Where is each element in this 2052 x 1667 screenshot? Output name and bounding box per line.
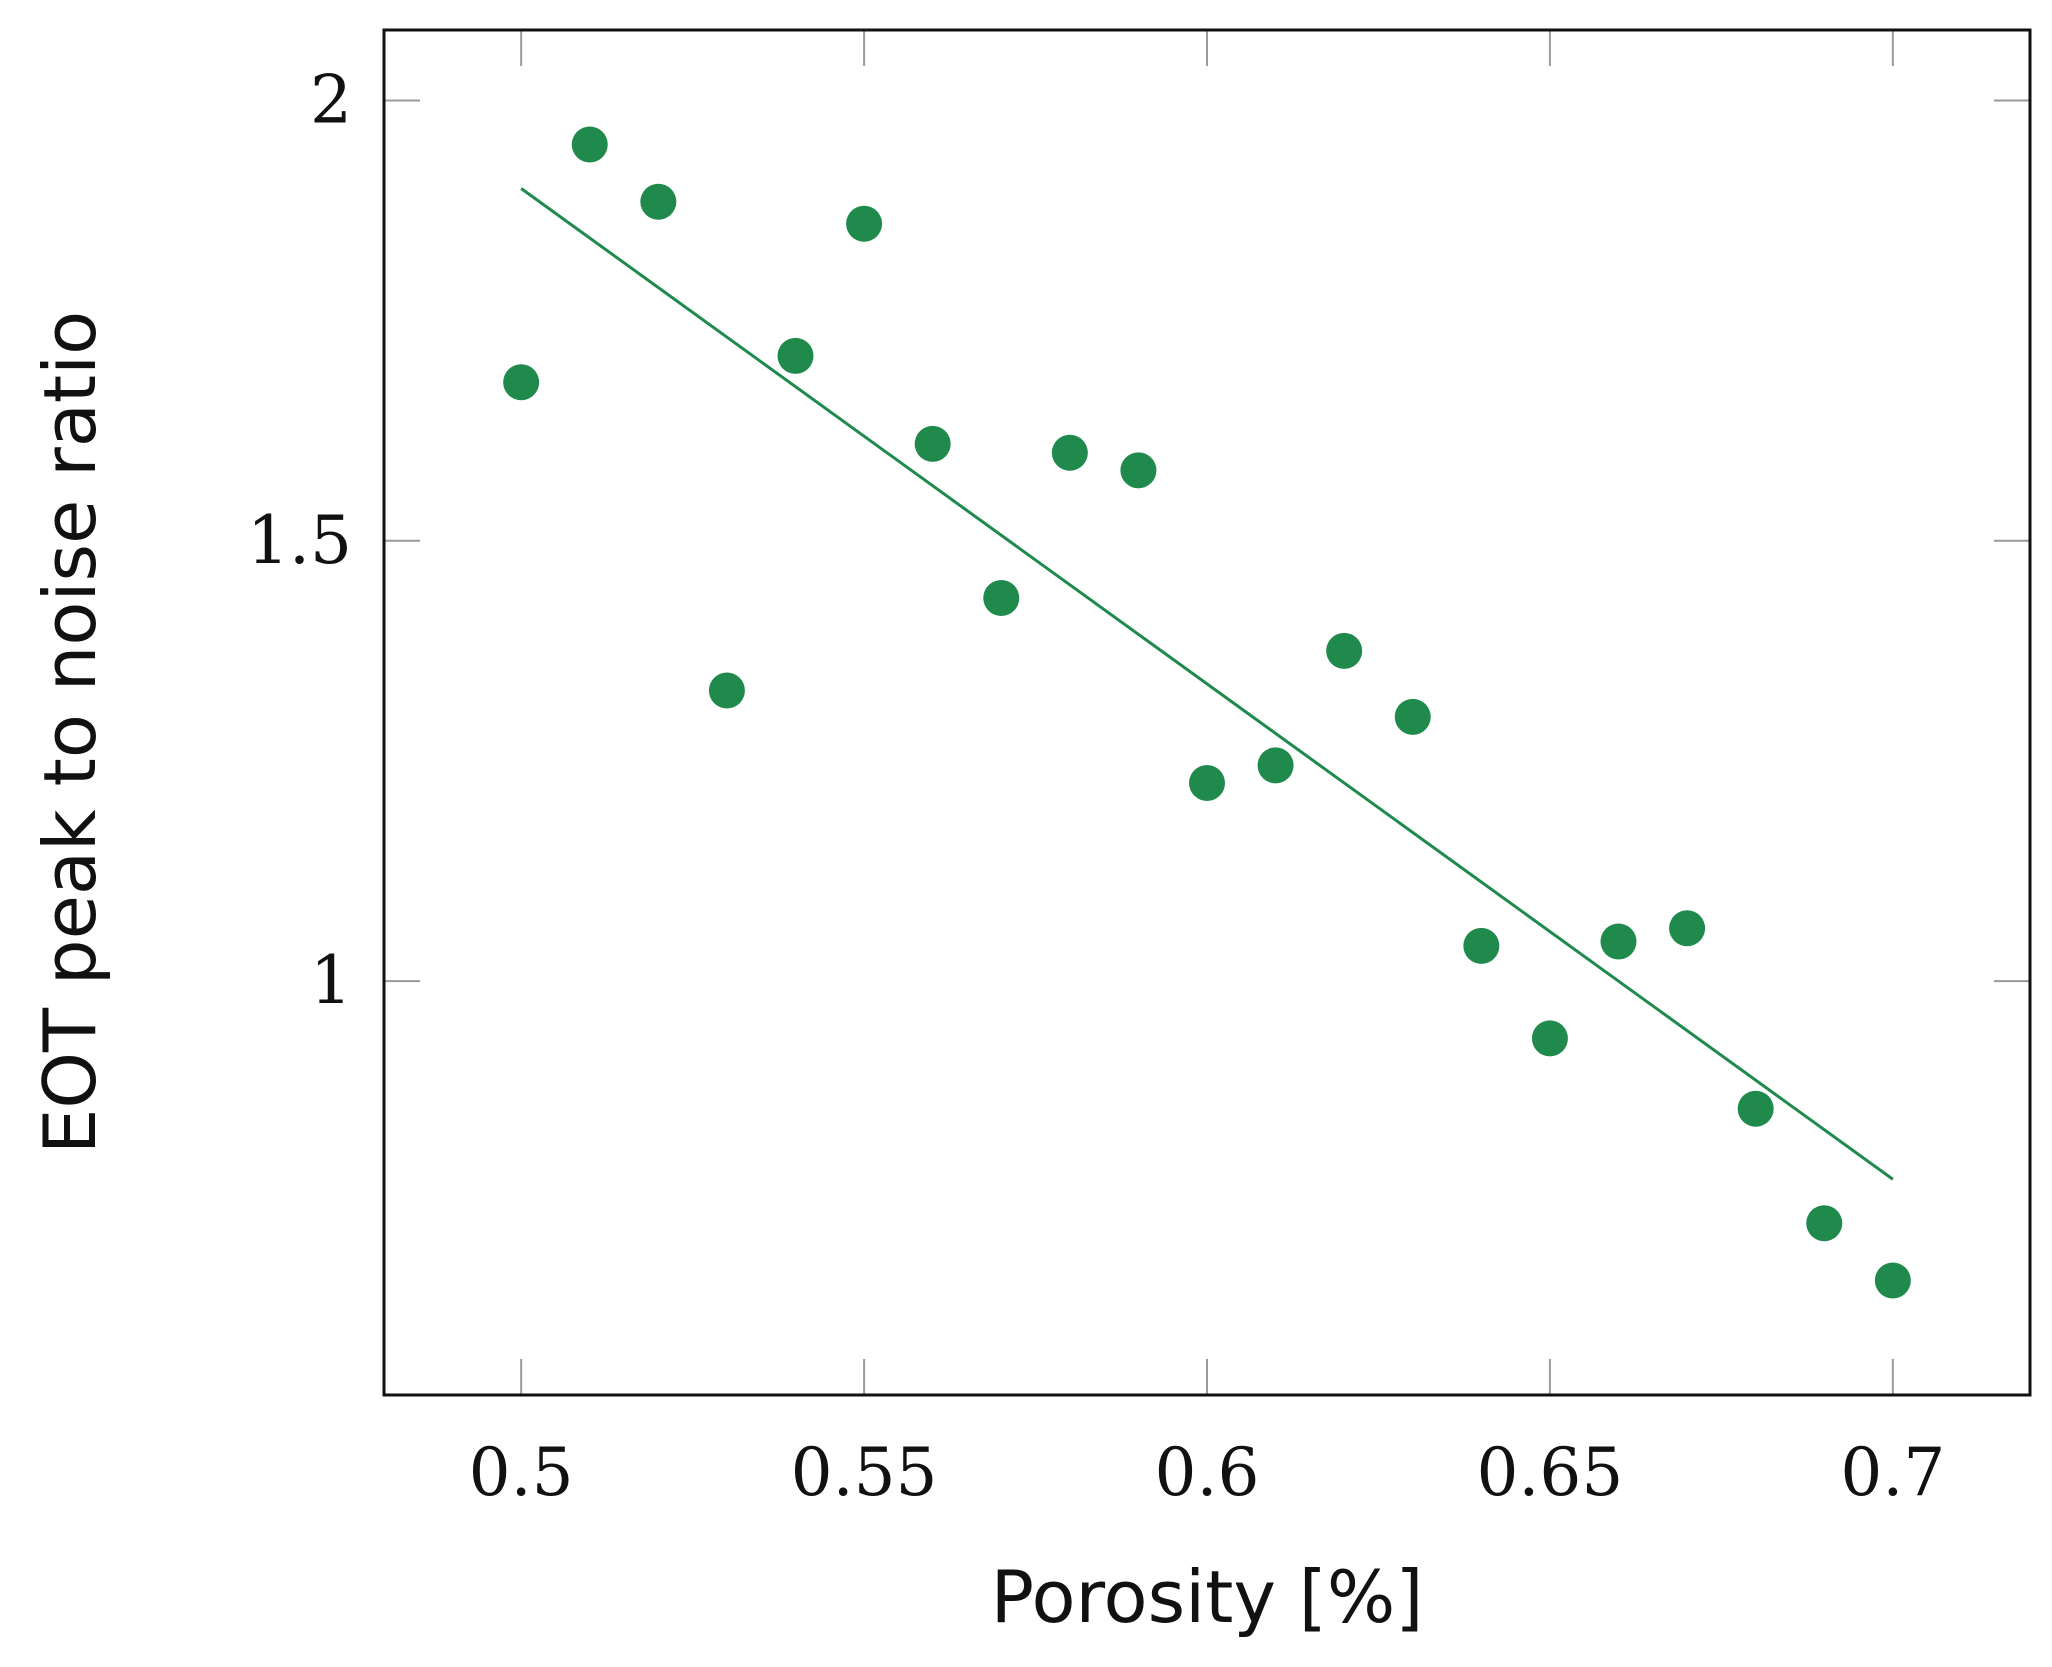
x-tick-label: 0.6 (1155, 1434, 1260, 1511)
data-point (1531, 1020, 1568, 1057)
data-point (1394, 698, 1431, 735)
data-point (777, 337, 814, 374)
plot-frame (382, 28, 2032, 1397)
fit-line-layer (520, 187, 1894, 1181)
x-tick-label: 0.5 (469, 1434, 574, 1511)
data-point (1463, 927, 1500, 964)
data-point (914, 425, 951, 462)
data-point (640, 183, 677, 220)
y-tick-labels: 11.52 (247, 61, 352, 1019)
x-tick-label: 0.7 (1840, 1434, 1945, 1511)
y-axis-title: EOT peak to noise ratio (28, 311, 112, 1154)
data-point (1600, 923, 1637, 960)
x-tick-label: 0.65 (1476, 1434, 1623, 1511)
x-tick-labels: 0.5 0.55 0.6 0.65 0.7 (469, 1434, 1946, 1511)
y-tick-label: 1.5 (247, 502, 352, 579)
data-point (1189, 764, 1225, 801)
data-point (1051, 434, 1088, 471)
data-point (1326, 632, 1363, 669)
data-point (1120, 452, 1157, 489)
data-point (1669, 910, 1706, 947)
fit-line (520, 187, 1894, 1181)
x-tick-label: 0.55 (791, 1434, 938, 1511)
data-point (708, 672, 745, 709)
data-point (571, 126, 608, 163)
data-point (1737, 1090, 1774, 1127)
y-tick-label: 2 (310, 61, 352, 138)
x-axis-title: Porosity [%] (991, 1555, 1424, 1639)
y-tick-label: 1 (310, 942, 352, 1019)
data-point (1257, 747, 1294, 784)
data-point (1806, 1205, 1843, 1242)
tick-marks (384, 30, 2030, 1395)
data-point (503, 364, 540, 401)
data-point (1874, 1262, 1911, 1299)
data-points (503, 126, 1911, 1299)
data-point (983, 580, 1020, 617)
data-point (846, 205, 883, 242)
